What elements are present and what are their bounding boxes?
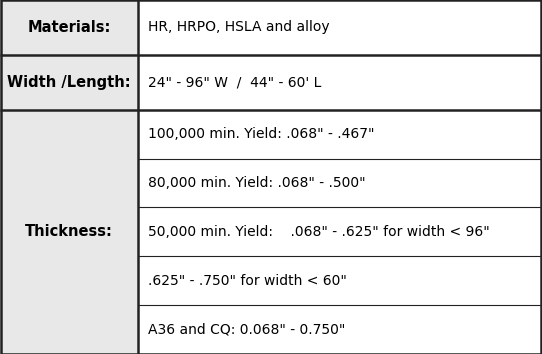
- Text: .625" - .750" for width < 60": .625" - .750" for width < 60": [148, 274, 347, 288]
- Bar: [138, 110, 542, 159]
- Text: 24" - 96" W  /  44" - 60' L: 24" - 96" W / 44" - 60' L: [148, 75, 321, 89]
- Text: Width /Length:: Width /Length:: [7, 75, 131, 90]
- Bar: [138, 0, 542, 55]
- Bar: [138, 305, 542, 354]
- Text: 80,000 min. Yield: .068" - .500": 80,000 min. Yield: .068" - .500": [148, 176, 366, 190]
- Text: 50,000 min. Yield:    .068" - .625" for width < 96": 50,000 min. Yield: .068" - .625" for wid…: [148, 225, 490, 239]
- Bar: [0, 0, 138, 55]
- Text: HR, HRPO, HSLA and alloy: HR, HRPO, HSLA and alloy: [148, 21, 330, 34]
- Bar: [0, 55, 138, 110]
- Text: Materials:: Materials:: [28, 20, 111, 35]
- Bar: [138, 256, 542, 305]
- Bar: [138, 55, 542, 110]
- Bar: [0, 110, 138, 354]
- Text: Thickness:: Thickness:: [25, 224, 113, 239]
- Text: 100,000 min. Yield: .068" - .467": 100,000 min. Yield: .068" - .467": [148, 127, 375, 141]
- Bar: [138, 207, 542, 256]
- Text: A36 and CQ: 0.068" - 0.750": A36 and CQ: 0.068" - 0.750": [148, 322, 345, 337]
- Bar: [138, 159, 542, 207]
